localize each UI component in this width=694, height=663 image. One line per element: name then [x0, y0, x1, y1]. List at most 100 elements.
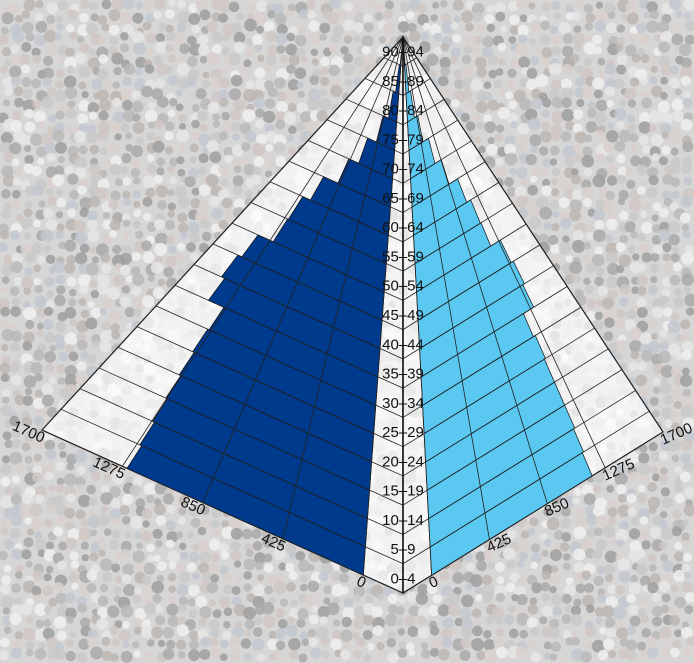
crowd-dot — [142, 212, 152, 221]
crowd-dot — [165, 44, 174, 53]
crowd-dot — [672, 110, 684, 122]
crowd-dot — [516, 0, 528, 10]
crowd-dot — [367, 643, 375, 651]
crowd-dot — [607, 506, 618, 517]
crowd-dot — [212, 113, 221, 122]
crowd-dot — [548, 88, 560, 100]
crowd-dot — [658, 580, 671, 593]
crowd-dot — [516, 167, 528, 179]
crowd-dot — [228, 53, 241, 66]
crowd-dot — [46, 187, 55, 197]
crowd-dot — [507, 68, 517, 78]
crowd-dot — [451, 626, 459, 635]
crowd-dot — [658, 207, 669, 218]
crowd-dot — [211, 12, 221, 22]
crowd-dot — [286, 134, 294, 142]
crowd-dot — [659, 341, 670, 351]
crowd-dot — [660, 487, 671, 497]
crowd-dot — [125, 144, 133, 152]
crowd-dot — [672, 639, 682, 650]
crowd-dot — [615, 484, 627, 495]
crowd-dot — [262, 110, 276, 124]
crowd-dot — [24, 517, 32, 525]
crowd-dot — [9, 415, 20, 427]
crowd-dot — [152, 528, 163, 539]
crowd-dot — [560, 217, 572, 229]
crowd-dot — [660, 364, 674, 378]
crowd-dot — [21, 88, 33, 100]
crowd-dot — [416, 3, 427, 14]
crowd-dot — [1, 575, 12, 585]
crowd-dot — [569, 209, 582, 222]
crowd-dot — [646, 187, 658, 199]
crowd-dot — [187, 35, 197, 46]
crowd-dot — [22, 627, 36, 641]
crowd-dot — [56, 197, 67, 208]
crowd-dot — [0, 463, 12, 476]
crowd-dot — [220, 66, 229, 75]
crowd-dot — [109, 625, 119, 636]
crowd-dot — [231, 596, 242, 607]
crowd-dot — [153, 0, 166, 10]
crowd-dot — [471, 638, 484, 651]
crowd-dot — [155, 515, 167, 526]
crowd-dot — [42, 67, 54, 80]
crowd-dot — [651, 466, 659, 474]
crowd-dot — [21, 10, 31, 19]
crowd-dot — [153, 174, 163, 184]
crowd-dot — [640, 221, 653, 234]
crowd-dot — [100, 492, 113, 505]
crowd-dot — [31, 47, 41, 57]
crowd-dot — [169, 176, 177, 185]
crowd-dot — [328, 0, 341, 10]
crowd-dot — [122, 99, 133, 111]
crowd-dot — [54, 642, 64, 652]
grid-row-right — [402, 306, 582, 418]
crowd-dot — [316, 110, 328, 122]
crowd-dot — [40, 132, 54, 146]
crowd-dot — [42, 76, 52, 87]
crowd-dot — [525, 153, 537, 166]
crowd-dot — [33, 110, 46, 123]
crowd-dot — [144, 109, 158, 123]
crowd-dot — [678, 43, 692, 57]
crowd-dot — [683, 12, 691, 20]
crowd-dot — [583, 493, 596, 506]
crowd-dot — [595, 1, 604, 9]
crowd-dot — [175, 89, 183, 97]
crowd-dot — [542, 178, 551, 187]
crowd-dot — [574, 87, 586, 99]
crowd-dot — [663, 197, 673, 207]
crowd-dot — [603, 563, 615, 575]
crowd-dot — [123, 63, 136, 75]
crowd-dot — [342, 607, 356, 620]
crowd-dot — [652, 378, 661, 386]
crowd-dot — [582, 197, 592, 208]
crowd-dot — [658, 474, 669, 485]
crowd-dot — [55, 80, 65, 90]
crowd-dot — [10, 44, 20, 54]
crowd-dot — [540, 532, 548, 541]
crowd-dot — [570, 174, 582, 185]
crowd-dot — [352, 593, 361, 602]
crowd-dot — [595, 9, 608, 23]
crowd-dot — [243, 59, 252, 68]
crowd-dot — [656, 20, 670, 34]
crowd-dot — [495, 616, 504, 625]
crowd-dot — [508, 628, 519, 639]
crowd-dot — [243, 164, 255, 176]
crowd-dot — [404, 615, 416, 627]
crowd-dot — [240, 638, 252, 649]
crowd-dot — [233, 603, 246, 617]
crowd-dot — [68, 288, 77, 297]
crowd-dot — [275, 111, 286, 122]
crowd-dot — [9, 361, 20, 373]
crowd-dot — [132, 550, 145, 563]
crowd-dot — [551, 79, 563, 91]
crowd-dot — [131, 286, 142, 296]
crowd-dot — [108, 45, 118, 55]
crowd-dot — [674, 88, 682, 96]
crowd-dot — [100, 252, 111, 263]
crowd-dot — [541, 47, 553, 59]
crowd-dot — [652, 473, 660, 482]
